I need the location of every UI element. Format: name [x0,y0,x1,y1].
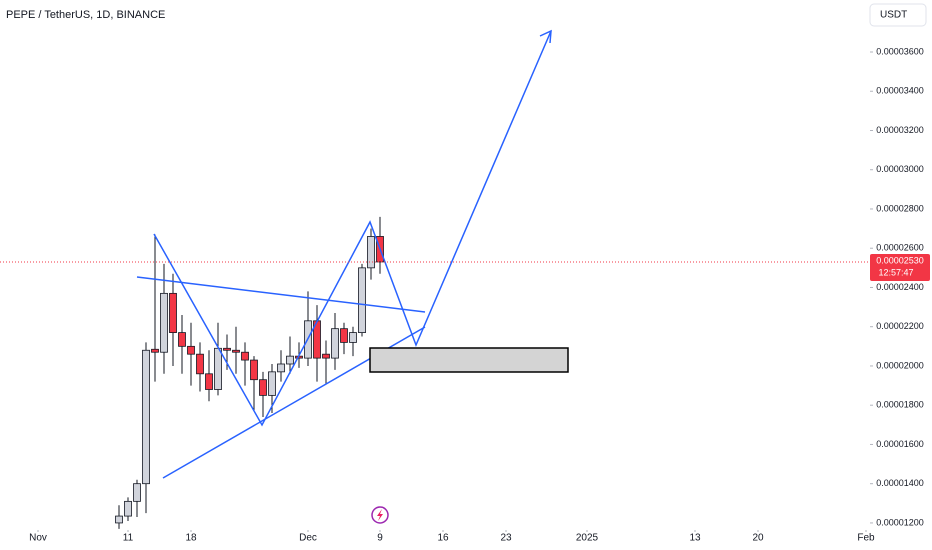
projection-path [153,30,552,427]
candle-body [286,355,294,365]
y-tick-label: 0.00001400 [876,478,924,488]
candle-body [358,267,366,333]
candle-body [187,345,195,355]
candle-body [232,349,240,353]
y-tick-label: 0.00003600 [876,46,924,56]
x-tick-label: Feb [857,533,875,544]
resistance-line [136,276,426,313]
x-tick-label: 20 [752,533,764,544]
candle-body [277,363,285,373]
drawings [136,29,552,479]
last-price-label: 0.00002530 [876,255,924,265]
candle-body [223,347,231,351]
candle-body [268,371,276,396]
candle-body [367,236,375,269]
candle-body [331,328,339,359]
candle-body [241,351,249,361]
x-tick-label: Dec [299,533,317,544]
y-tick-label: 0.00002000 [876,360,924,370]
y-tick-label: 0.00001600 [876,439,924,449]
event-icon[interactable] [371,506,389,524]
candle-body [160,292,168,353]
arrow-head [539,29,552,44]
x-tick-label: 2025 [576,533,599,544]
y-tick-label: 0.00001800 [876,400,924,410]
x-tick-label: Nov [29,533,47,544]
candle-body [178,332,186,347]
candle-body [250,359,258,381]
candle-body [169,292,177,333]
x-tick-label: 9 [377,533,383,544]
last-price-box [870,253,930,281]
candle-body [133,483,141,502]
y-tick-label: 0.00003200 [876,125,924,135]
y-tick-label: 0.00001200 [876,517,924,527]
candle-body [151,348,159,353]
candle-body [214,347,222,390]
x-tick-label: 16 [437,533,449,544]
candle-body [205,373,213,390]
x-tick-label: 18 [185,533,197,544]
y-tick-label: 0.00002200 [876,321,924,331]
candle-body [340,328,348,343]
y-tick-label: 0.00002800 [876,203,924,213]
candle-body [349,332,357,343]
y-tick-label: 0.00003000 [876,164,924,174]
candle-body [322,353,330,359]
candle-body [142,349,150,485]
countdown-label: 12:57:47 [878,267,913,277]
currency-box[interactable] [869,3,927,27]
x-tick-label: 23 [500,533,512,544]
y-tick-label: 0.00002600 [876,243,924,253]
candle-body [196,353,204,375]
demand-zone [369,347,569,373]
chart-title: PEPE / TetherUS, 1D, BINANCE [6,9,165,21]
candle-body [124,500,132,517]
candle-body [259,379,267,396]
y-tick-label: 0.00002400 [876,282,924,292]
currency-label[interactable]: USDT [880,10,907,21]
event-bolt[interactable] [377,509,383,521]
candles [115,216,384,529]
candle-body [115,515,123,524]
y-tick-label: 0.00003400 [876,86,924,96]
x-tick-label: 13 [689,533,701,544]
x-tick-label: 11 [123,533,134,544]
